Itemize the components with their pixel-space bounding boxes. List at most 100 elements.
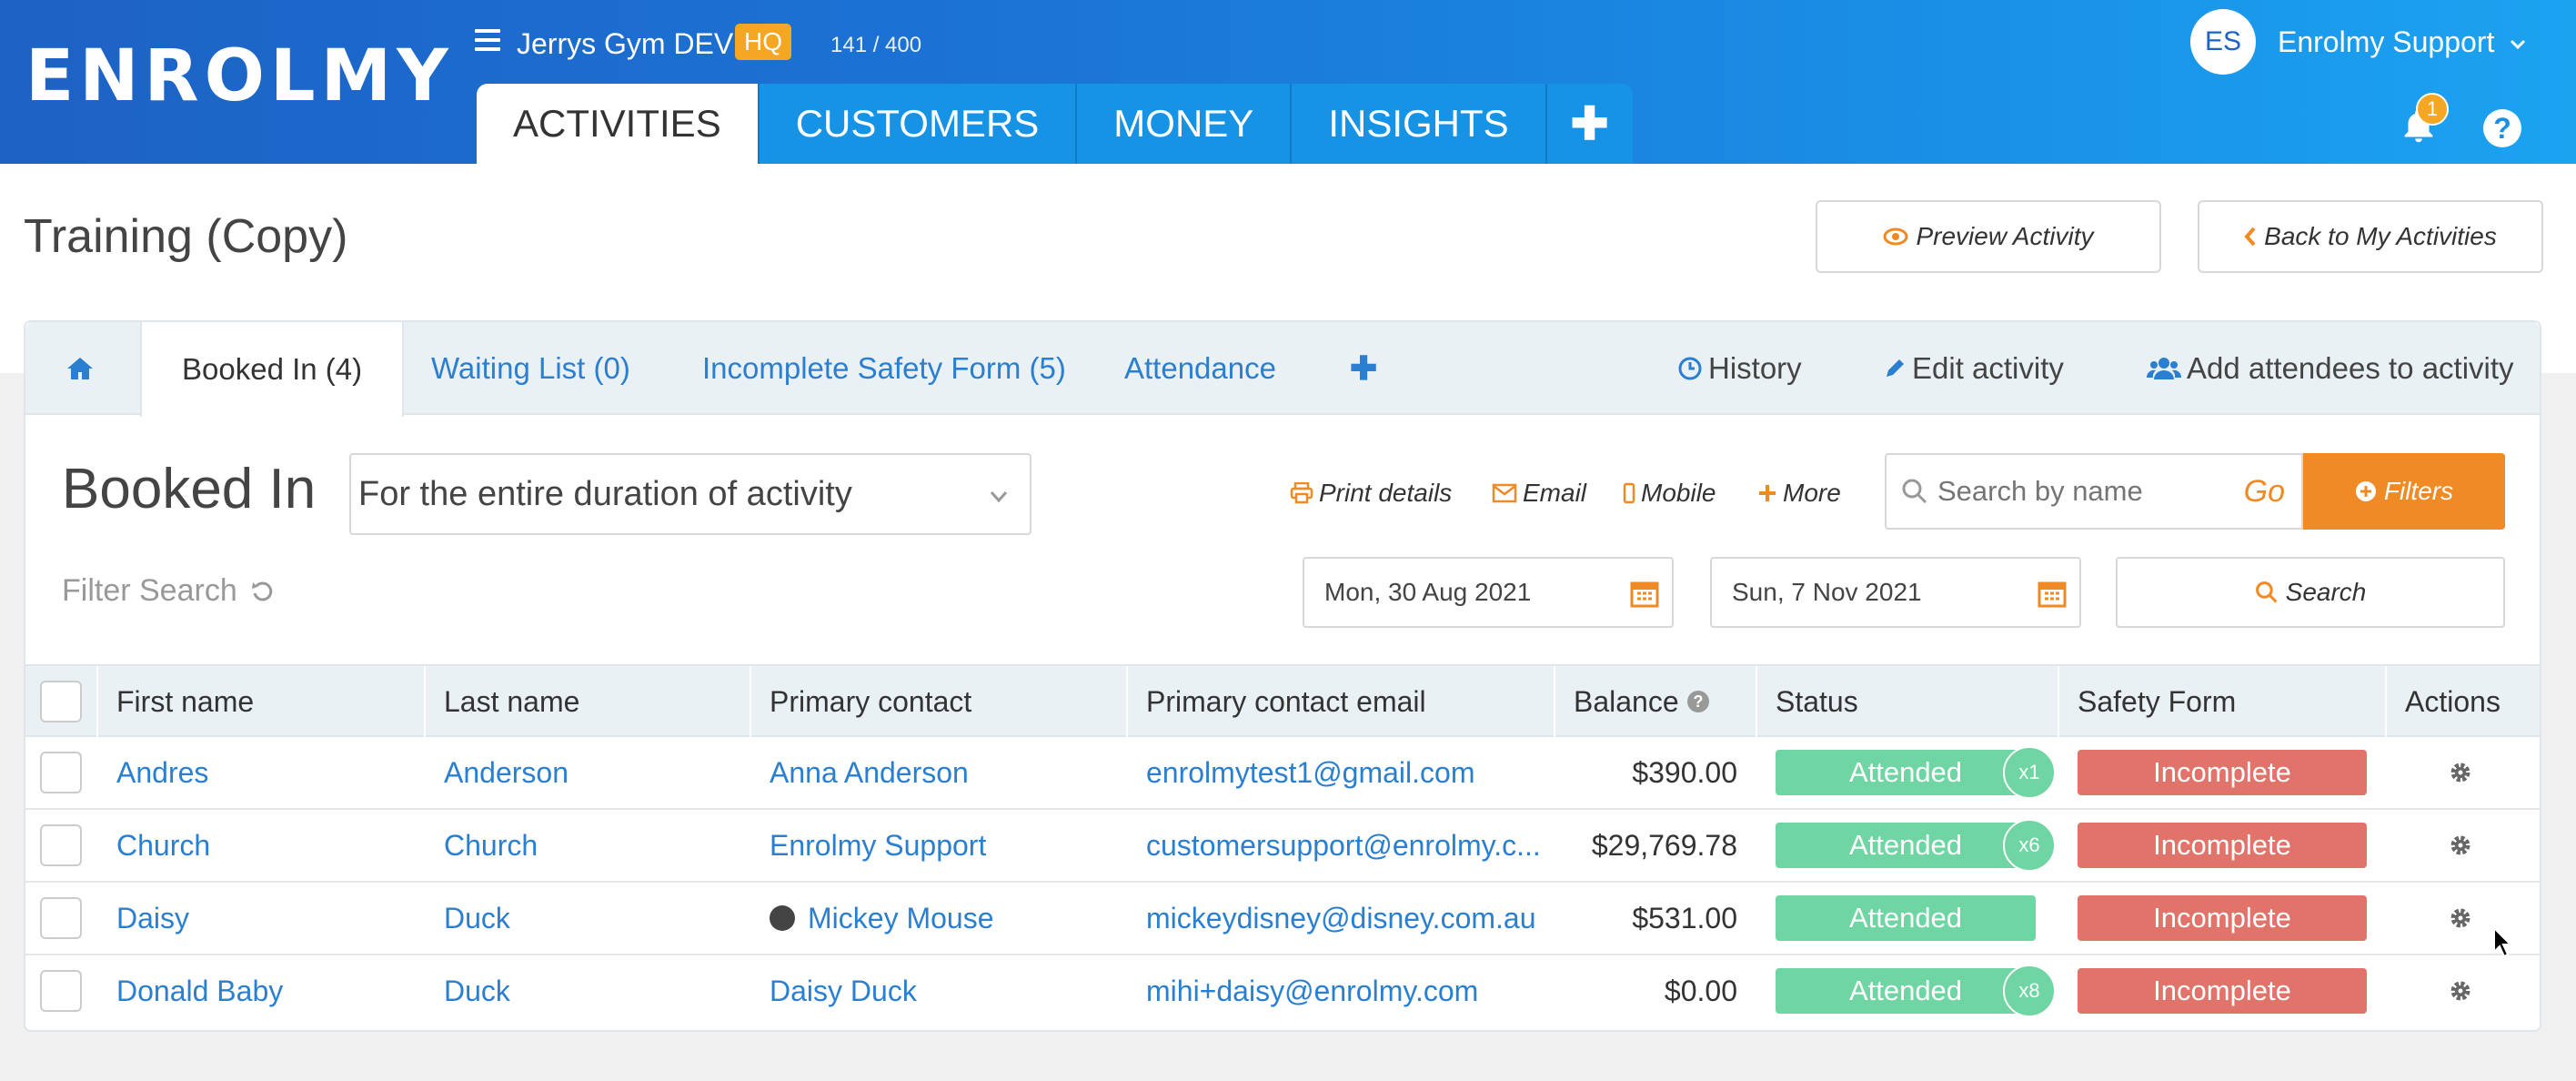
add-subtab-plus-icon[interactable]: ✚ (1350, 349, 1378, 387)
column-actions: Actions (2385, 666, 2540, 737)
primary-contact-cell[interactable]: Mickey Mouse (770, 883, 994, 954)
tab-incomplete-safety-form[interactable]: Incomplete Safety Form (5) (702, 351, 1066, 385)
date-to-value: Sun, 7 Nov 2021 (1732, 578, 1922, 606)
balance-value: $531.00 (1632, 901, 1737, 935)
safety-form-badge[interactable]: Incomplete (2078, 968, 2367, 1014)
chevron-down-icon (2511, 39, 2526, 49)
calendar-icon[interactable] (2038, 579, 2067, 608)
filter-search-label: Filter Search (62, 573, 237, 608)
email-label: Email (1523, 479, 1587, 507)
hamburger-menu-icon[interactable] (475, 29, 500, 51)
first-name-link[interactable]: Andres (116, 755, 209, 789)
print-details-label: Print details (1319, 479, 1453, 507)
search-box: Go (1885, 453, 2303, 530)
mobile-button[interactable]: Mobile (1623, 479, 1716, 508)
search-button[interactable]: Search (2116, 557, 2505, 628)
notification-badge: 1 (2416, 93, 2449, 126)
preview-activity-label: Preview Activity (1916, 222, 2094, 250)
column-balance-label: Balance (1574, 684, 1679, 718)
primary-contact-link[interactable]: Daisy Duck (770, 974, 917, 1007)
tab-insights[interactable]: INSIGHTS (1292, 84, 1547, 164)
safety-form-badge[interactable]: Incomplete (2078, 895, 2367, 941)
column-balance[interactable]: Balance ? (1554, 666, 1756, 737)
last-name-link[interactable]: Duck (444, 901, 510, 935)
mobile-icon (1623, 482, 1635, 504)
primary-contact-link[interactable]: Anna Anderson (770, 755, 969, 789)
tab-money[interactable]: MONEY (1077, 84, 1293, 164)
email-button[interactable]: Email (1492, 479, 1586, 508)
tab-activities[interactable]: ACTIVITIES (477, 84, 760, 164)
home-icon[interactable] (65, 322, 95, 415)
chevron-left-icon (2244, 227, 2256, 247)
column-safety-form[interactable]: Safety Form (2058, 666, 2385, 737)
gear-icon[interactable] (2449, 906, 2472, 930)
tab-customers[interactable]: CUSTOMERS (759, 84, 1078, 164)
column-primary-contact-email[interactable]: Primary contact email (1126, 666, 1554, 737)
status-badge[interactable]: Attended (1776, 895, 2036, 941)
filters-button[interactable]: Filters (2303, 453, 2505, 530)
print-details-button[interactable]: Print details (1290, 479, 1452, 508)
history-link[interactable]: History (1677, 322, 1802, 415)
last-name-link[interactable]: Anderson (444, 755, 569, 789)
first-name-link[interactable]: Daisy (116, 901, 190, 935)
status-badge[interactable]: Attended (1776, 968, 2036, 1014)
gear-icon[interactable] (2449, 833, 2472, 857)
gym-name[interactable]: Jerrys Gym DEV (517, 27, 734, 60)
add-attendees-link[interactable]: Add attendees to activity (2147, 322, 2514, 415)
enrolmy-logo[interactable]: ENROLMY (25, 35, 454, 117)
edit-activity-link[interactable]: Edit activity (1883, 322, 2064, 415)
gear-icon[interactable] (2449, 761, 2472, 784)
email-link[interactable]: customersupport@enrolmy.c... (1146, 828, 1541, 862)
status-badge[interactable]: Attended (1776, 750, 2036, 795)
avatar[interactable]: ES (2190, 9, 2256, 75)
plus-circle-icon (2355, 481, 2376, 501)
column-status[interactable]: Status (1756, 666, 2058, 737)
tab-attendance[interactable]: Attendance (1124, 351, 1276, 385)
filter-search[interactable]: Filter Search (62, 573, 276, 609)
search-input[interactable] (1937, 475, 2229, 508)
reset-icon[interactable] (250, 579, 276, 604)
user-menu[interactable]: Enrolmy Support (2278, 24, 2526, 60)
date-from-field[interactable]: Mon, 30 Aug 2021 (1303, 557, 1674, 628)
first-name-link[interactable]: Church (116, 828, 211, 862)
date-to-field[interactable]: Sun, 7 Nov 2021 (1710, 557, 2081, 628)
back-to-activities-label: Back to My Activities (2264, 222, 2497, 250)
preview-activity-button[interactable]: Preview Activity (1816, 200, 2161, 273)
column-first-name[interactable]: First name (96, 666, 424, 737)
more-button[interactable]: More (1757, 479, 1841, 508)
email-link[interactable]: enrolmytest1@gmail.com (1146, 755, 1475, 789)
row-checkbox[interactable] (40, 824, 82, 866)
duration-select[interactable]: For the entire duration of activity (349, 453, 1031, 535)
attendance-count-badge: x1 (2003, 746, 2056, 799)
back-to-activities-button[interactable]: Back to My Activities (2198, 200, 2543, 273)
help-icon[interactable]: ? (2483, 109, 2521, 147)
add-tab-plus-icon[interactable]: ✚ (1546, 84, 1633, 164)
column-last-name[interactable]: Last name (424, 666, 750, 737)
column-primary-contact[interactable]: Primary contact (750, 666, 1126, 737)
primary-contact-link[interactable]: Mickey Mouse (808, 901, 994, 935)
last-name-link[interactable]: Duck (444, 974, 510, 1007)
safety-form-badge[interactable]: Incomplete (2078, 823, 2367, 868)
row-checkbox[interactable] (40, 897, 82, 939)
main-nav: ACTIVITIES CUSTOMERS MONEY INSIGHTS ✚ (477, 84, 1633, 164)
history-label: History (1708, 351, 1802, 385)
tab-waiting-list[interactable]: Waiting List (0) (431, 351, 630, 385)
clock-icon (1678, 357, 1702, 380)
mobile-label: Mobile (1641, 479, 1716, 507)
go-button[interactable]: Go (2243, 473, 2285, 509)
first-name-link[interactable]: Donald Baby (116, 974, 284, 1007)
last-name-link[interactable]: Church (444, 828, 538, 862)
select-all-checkbox[interactable] (40, 681, 82, 722)
primary-contact-link[interactable]: Enrolmy Support (770, 828, 987, 862)
question-circle-icon[interactable]: ? (1686, 690, 1710, 713)
safety-form-badge[interactable]: Incomplete (2078, 750, 2367, 795)
tab-booked-in[interactable]: Booked In (4) (140, 322, 405, 417)
calendar-icon[interactable] (1630, 579, 1659, 608)
gear-icon[interactable] (2449, 979, 2472, 1003)
status-badge[interactable]: Attended (1776, 823, 2036, 868)
email-link[interactable]: mickeydisney@disney.com.au (1146, 901, 1536, 935)
row-checkbox[interactable] (40, 752, 82, 793)
search-icon (1902, 479, 1927, 504)
email-link[interactable]: mihi+daisy@enrolmy.com (1146, 974, 1479, 1007)
row-checkbox[interactable] (40, 970, 82, 1012)
